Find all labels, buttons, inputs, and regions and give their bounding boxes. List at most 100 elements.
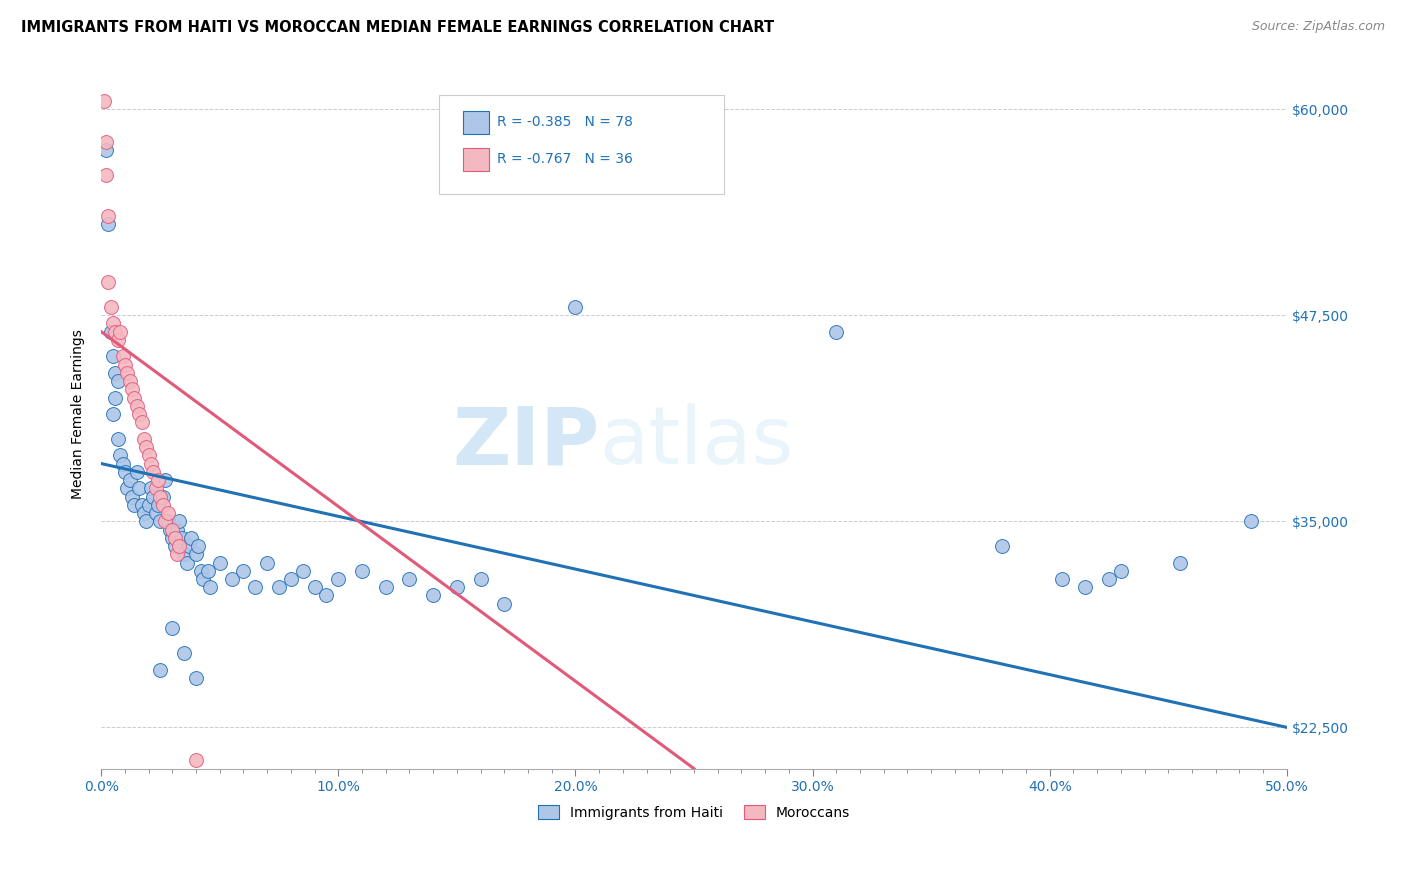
Point: [100, 300, 122, 314]
Point: [135, 440, 157, 454]
Point: [208, 556, 231, 570]
Point: [155, 514, 177, 528]
Point: [145, 506, 167, 520]
Point: [991, 539, 1014, 553]
Point: [97, 218, 120, 232]
Text: R = -0.385   N = 78: R = -0.385 N = 78: [498, 115, 633, 129]
Point: [825, 325, 848, 339]
Point: [94, 168, 117, 182]
Point: [131, 415, 153, 429]
Point: [162, 523, 184, 537]
Point: [149, 663, 172, 677]
Point: [374, 580, 396, 594]
Point: [145, 481, 167, 495]
Point: [139, 481, 162, 495]
Point: [101, 407, 124, 421]
Point: [304, 580, 326, 594]
Point: [100, 325, 122, 339]
Point: [104, 325, 127, 339]
Point: [111, 350, 134, 364]
Point: [101, 317, 124, 331]
Point: [114, 465, 136, 479]
Point: [315, 589, 337, 603]
Point: [267, 580, 290, 594]
Point: [117, 366, 139, 380]
Point: [156, 514, 179, 528]
Point: [94, 143, 117, 157]
Point: [138, 498, 160, 512]
Point: [131, 498, 153, 512]
Point: [111, 457, 134, 471]
Text: IMMIGRANTS FROM HAITI VS MOROCCAN MEDIAN FEMALE EARNINGS CORRELATION CHART: IMMIGRANTS FROM HAITI VS MOROCCAN MEDIAN…: [21, 20, 775, 35]
Point: [184, 547, 207, 561]
Point: [108, 325, 131, 339]
FancyBboxPatch shape: [463, 148, 489, 171]
Point: [1050, 572, 1073, 586]
Point: [125, 465, 148, 479]
Point: [107, 374, 129, 388]
Point: [132, 432, 155, 446]
Point: [121, 383, 143, 397]
Point: [124, 391, 146, 405]
Point: [193, 572, 215, 586]
Point: [93, 94, 115, 108]
Point: [166, 523, 188, 537]
Text: R = -0.767   N = 36: R = -0.767 N = 36: [498, 152, 633, 166]
Point: [149, 490, 172, 504]
Point: [328, 572, 350, 586]
Point: [176, 556, 198, 570]
Point: [118, 473, 141, 487]
Point: [114, 358, 136, 372]
Point: [107, 432, 129, 446]
Point: [187, 539, 209, 553]
Point: [124, 498, 146, 512]
Point: [146, 473, 169, 487]
Point: [221, 572, 243, 586]
Point: [146, 498, 169, 512]
Text: Source: ZipAtlas.com: Source: ZipAtlas.com: [1251, 20, 1385, 33]
Point: [197, 795, 219, 809]
Point: [101, 350, 124, 364]
Text: ZIP: ZIP: [451, 403, 599, 482]
Point: [142, 465, 165, 479]
Point: [94, 135, 117, 149]
Point: [128, 407, 150, 421]
Point: [177, 539, 200, 553]
Point: [422, 589, 444, 603]
Point: [190, 564, 212, 578]
Point: [162, 622, 184, 636]
Point: [138, 448, 160, 462]
Point: [149, 514, 172, 528]
Point: [200, 580, 222, 594]
Point: [142, 490, 165, 504]
Point: [1098, 572, 1121, 586]
Point: [166, 547, 188, 561]
Point: [470, 572, 492, 586]
Point: [163, 531, 186, 545]
Point: [184, 671, 207, 685]
Point: [117, 481, 139, 495]
Point: [152, 498, 174, 512]
Point: [291, 564, 314, 578]
Point: [197, 564, 219, 578]
Point: [184, 753, 207, 767]
Point: [97, 209, 120, 223]
Point: [173, 547, 195, 561]
Point: [494, 597, 516, 611]
Point: [163, 539, 186, 553]
Point: [170, 531, 193, 545]
Point: [1168, 556, 1191, 570]
Point: [135, 514, 157, 528]
Point: [104, 366, 127, 380]
Point: [159, 523, 181, 537]
Point: [104, 391, 127, 405]
FancyBboxPatch shape: [463, 112, 489, 134]
Point: [125, 399, 148, 413]
Point: [398, 572, 420, 586]
Point: [152, 490, 174, 504]
Point: [280, 572, 302, 586]
Point: [162, 531, 184, 545]
Point: [245, 580, 267, 594]
Point: [132, 506, 155, 520]
Y-axis label: Median Female Earnings: Median Female Earnings: [72, 329, 86, 499]
